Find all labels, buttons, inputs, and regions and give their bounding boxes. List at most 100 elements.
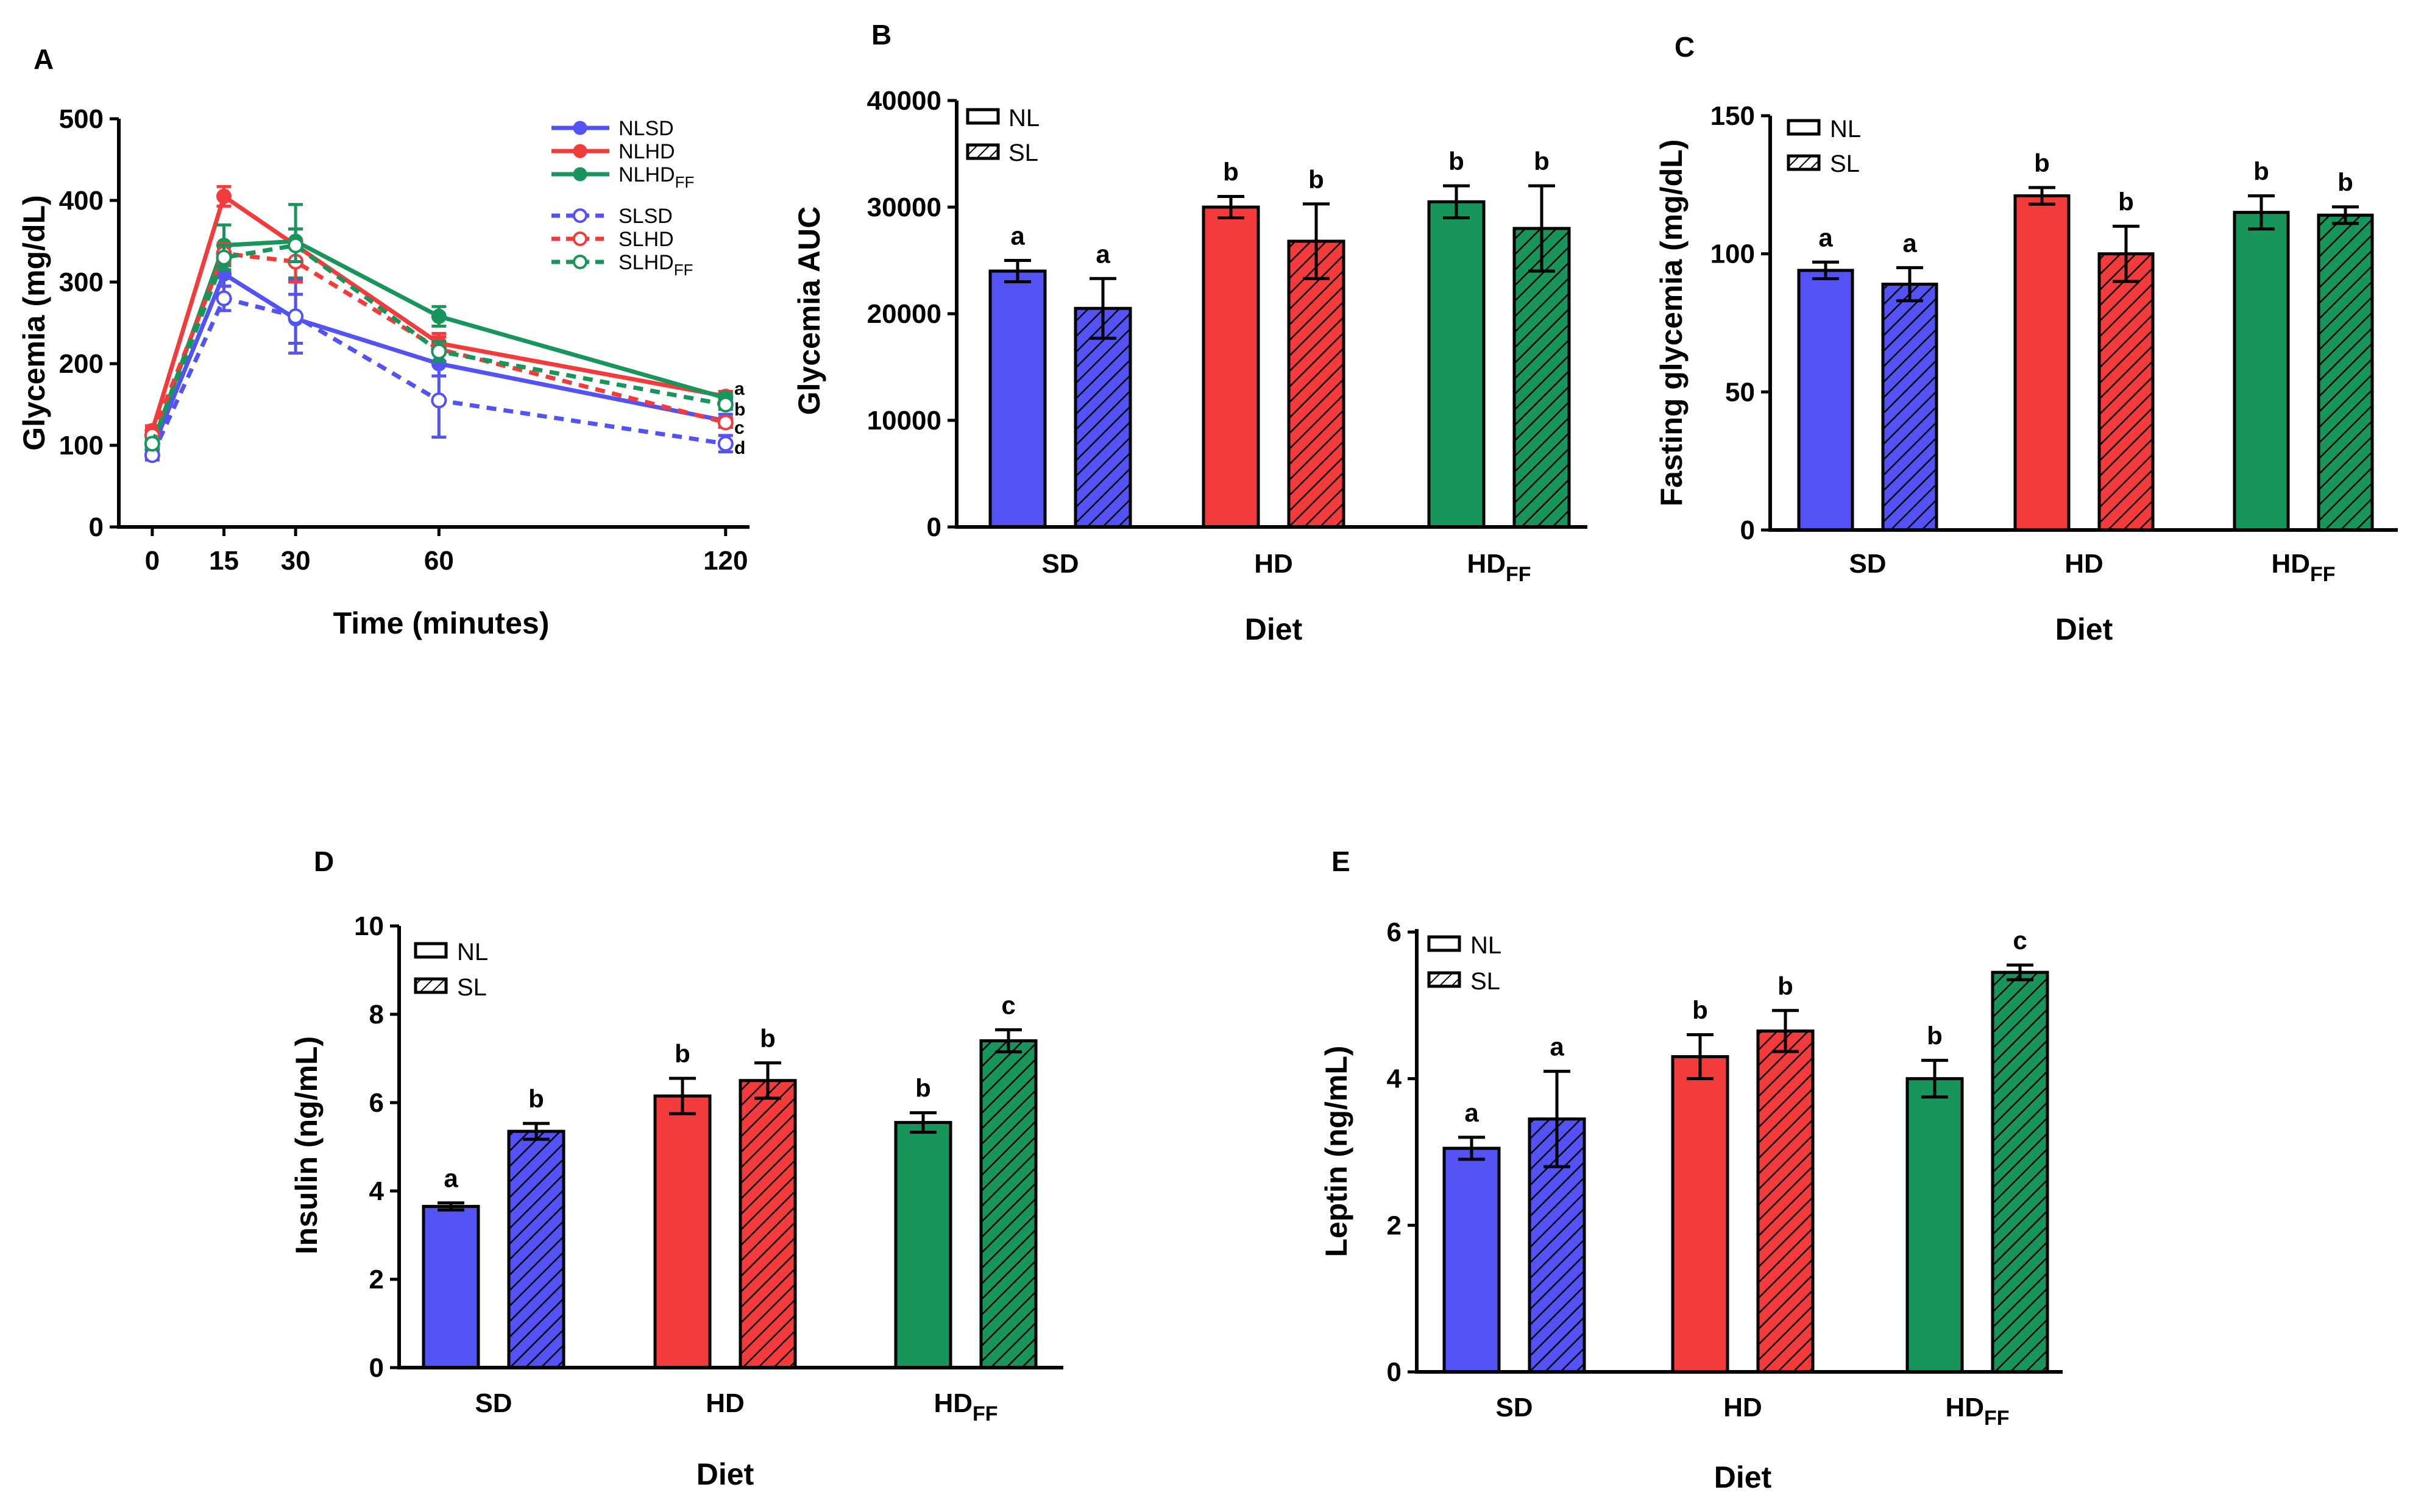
panel-b-legend-nl-label: NL — [1008, 105, 1040, 132]
panel-b-bar-nl-sd — [988, 269, 1047, 529]
panel-b-bar-nl-hd-ff — [1427, 200, 1486, 529]
panel-e-y-tick-label-2: 4 — [1387, 1064, 1402, 1094]
panel-e-x-ticks: SD HD HDFF — [1495, 1393, 2009, 1430]
panel-a-x-tick-label-2: 30 — [281, 546, 311, 576]
panel-a-y-tick-label-0: 0 — [89, 512, 104, 542]
panel-a-y-tick-label-3: 300 — [59, 267, 104, 297]
panel-c-y-tick-label-3: 150 — [1710, 101, 1755, 131]
panel-a-y-tick-label-4: 400 — [59, 186, 104, 216]
panel-e-leptin: E 0 2 4 6 a a b b b c SD HD HDFF NL SL Diet Leptin… — [1319, 846, 2063, 1494]
panel-e-error-bar-sl-0 — [1543, 1070, 1570, 1168]
panel-e-legend-sl-label: SL — [1470, 968, 1500, 995]
panel-e-bars: a a b b b c — [1442, 926, 2049, 1374]
panel-b-legend: NL SL — [966, 105, 1040, 166]
panel-e-x-tick-label-1: HD — [1723, 1393, 1762, 1422]
panel-e-sig-letter-sl-0: a — [1550, 1033, 1564, 1061]
panel-d-sig-letter-sl-0: b — [528, 1084, 544, 1113]
panel-d-y-tick-label-4: 8 — [369, 1000, 384, 1030]
panel-c-y-axis-title: Fasting glycemia (mg/dL) — [1654, 140, 1689, 507]
panel-d-legend-sl-swatch — [414, 977, 448, 994]
panel-e-y-axis-title: Leptin (ng/mL) — [1319, 1045, 1353, 1257]
panel-a-point-slsd-3 — [431, 392, 447, 409]
panel-d-bar-nl-sd — [422, 1204, 480, 1369]
panel-a-x-axis-title: Time (minutes) — [333, 606, 550, 640]
panel-c-legend: NL SL — [1787, 116, 1861, 177]
panel-e-legend-nl-label: NL — [1470, 932, 1501, 959]
panel-d-y-tick-label-0: 0 — [369, 1353, 384, 1383]
panel-a-series: ca db — [144, 185, 745, 464]
panel-b-x-ticks: SD HD HDFF — [1041, 549, 1531, 586]
panel-b-error-bar-nl-1 — [1217, 195, 1244, 219]
panel-e-x-axis-title: Diet — [1714, 1460, 1772, 1494]
panel-a-legend-label-slsd: SLSD — [618, 205, 673, 228]
panel-b-error-bar-sl-0 — [1090, 277, 1116, 340]
panel-b-sig-letter-sl-1: b — [1308, 165, 1324, 194]
panel-e-y-tick-label-1: 2 — [1387, 1210, 1402, 1240]
panel-e-sig-letter-nl-1: b — [1692, 995, 1708, 1024]
panel-b-y-axis-title: Glycemia AUC — [792, 207, 826, 415]
panel-b-y-ticks: 0 10000 20000 30000 40000 — [867, 86, 957, 542]
panel-d-insulin: D 0 2 4 6 8 10 a b b b b c SD HD HDFF NL SL Diet Ins… — [289, 846, 1063, 1491]
panel-d-y-ticks: 0 2 4 6 8 10 — [354, 911, 399, 1383]
panel-b-sig-letter-nl-2: b — [1448, 147, 1464, 175]
panel-a-end-letter-nlhd: a — [734, 379, 745, 399]
panel-c-legend-nl-swatch — [1787, 119, 1821, 136]
panel-c-x-ticks: SD HD HDFF — [1849, 549, 2335, 586]
panel-c-error-bar-sl-2 — [2332, 205, 2359, 225]
panel-b-x-tick-label-2: HDFF — [1467, 549, 1531, 586]
panel-d-y-tick-label-5: 10 — [354, 911, 384, 941]
panel-d-x-tick-label-2: HDFF — [934, 1388, 998, 1425]
panel-a-y-tick-label-5: 500 — [59, 104, 104, 134]
panel-d-error-bar-nl-2 — [910, 1111, 937, 1134]
panel-e-legend: NL SL — [1427, 932, 1501, 995]
panel-b-sig-letter-sl-2: b — [1534, 147, 1550, 175]
panel-d-error-bar-sl-0 — [523, 1122, 550, 1141]
panel-a-x-ticks: 0 15 30 60 120 — [145, 527, 748, 576]
panel-b-x-tick-label-1: HD — [1254, 549, 1293, 579]
panel-a-point-slhdff-0 — [144, 436, 160, 452]
panel-d-legend-nl-swatch — [414, 942, 448, 959]
panel-c-y-tick-label-0: 0 — [1740, 515, 1755, 545]
panel-e-y-tick-label-0: 0 — [1387, 1357, 1402, 1387]
panel-a-point-slhdff-3 — [431, 343, 447, 359]
panel-e-bar-sl-hd-ff — [1991, 970, 2049, 1374]
panel-b-error-bar-sl-1 — [1303, 202, 1330, 280]
panel-e-error-bar-nl-0 — [1458, 1136, 1485, 1161]
panel-d-letter: D — [314, 846, 334, 877]
panel-a-letter: A — [34, 43, 54, 75]
panel-a-point-slsd-4 — [717, 436, 734, 452]
panel-a-legend-marker-slhdff — [573, 255, 587, 269]
panel-c-bar-nl-hd-ff — [2233, 211, 2290, 532]
panel-a-legend-marker-nlsd — [573, 121, 587, 135]
panel-b-legend-nl-swatch — [966, 108, 1000, 125]
panel-b-sig-letter-nl-0: a — [1010, 222, 1025, 250]
panel-b-y-tick-label-4: 40000 — [867, 86, 941, 116]
panel-c-sig-letter-sl-2: b — [2337, 168, 2353, 197]
panel-b-sig-letter-nl-1: b — [1223, 158, 1239, 186]
panel-b-error-bar-nl-0 — [1004, 259, 1031, 283]
panel-b-bar-sl-hd-ff — [1512, 227, 1571, 529]
panel-b-letter: B — [871, 19, 891, 51]
panel-e-x-tick-label-2: HDFF — [1945, 1393, 2009, 1430]
panel-e-bar-nl-hd — [1671, 1055, 1729, 1374]
panel-e-error-bar-nl-2 — [1921, 1059, 1948, 1099]
panel-d-sig-letter-nl-1: b — [675, 1039, 690, 1068]
panel-d-sig-letter-sl-2: c — [1001, 991, 1015, 1019]
panel-b-error-bar-nl-2 — [1443, 184, 1470, 219]
panel-c-bar-sl-sd — [1881, 283, 1938, 532]
panel-d-bar-sl-hd-ff — [979, 1039, 1038, 1369]
panel-d-y-tick-label-3: 6 — [369, 1088, 384, 1118]
panel-c-error-bar-nl-0 — [1812, 260, 1839, 280]
panel-e-bar-sl-hd — [1756, 1029, 1815, 1374]
panel-c-sig-letter-sl-0: a — [1902, 228, 1917, 257]
panel-d-legend: NL SL — [414, 939, 488, 1001]
panel-a-legend-marker-slhd — [573, 231, 587, 246]
panel-a-x-tick-label-1: 15 — [209, 546, 239, 576]
panel-b-error-bar-sl-2 — [1528, 184, 1555, 273]
panel-c-letter: C — [1675, 31, 1695, 63]
panel-c-legend-nl-label: NL — [1830, 116, 1861, 143]
panel-c-error-bar-sl-1 — [2113, 224, 2139, 283]
panel-d-bars: a b b b b c — [422, 991, 1038, 1369]
panel-a-series-nlsd: c — [144, 260, 745, 457]
